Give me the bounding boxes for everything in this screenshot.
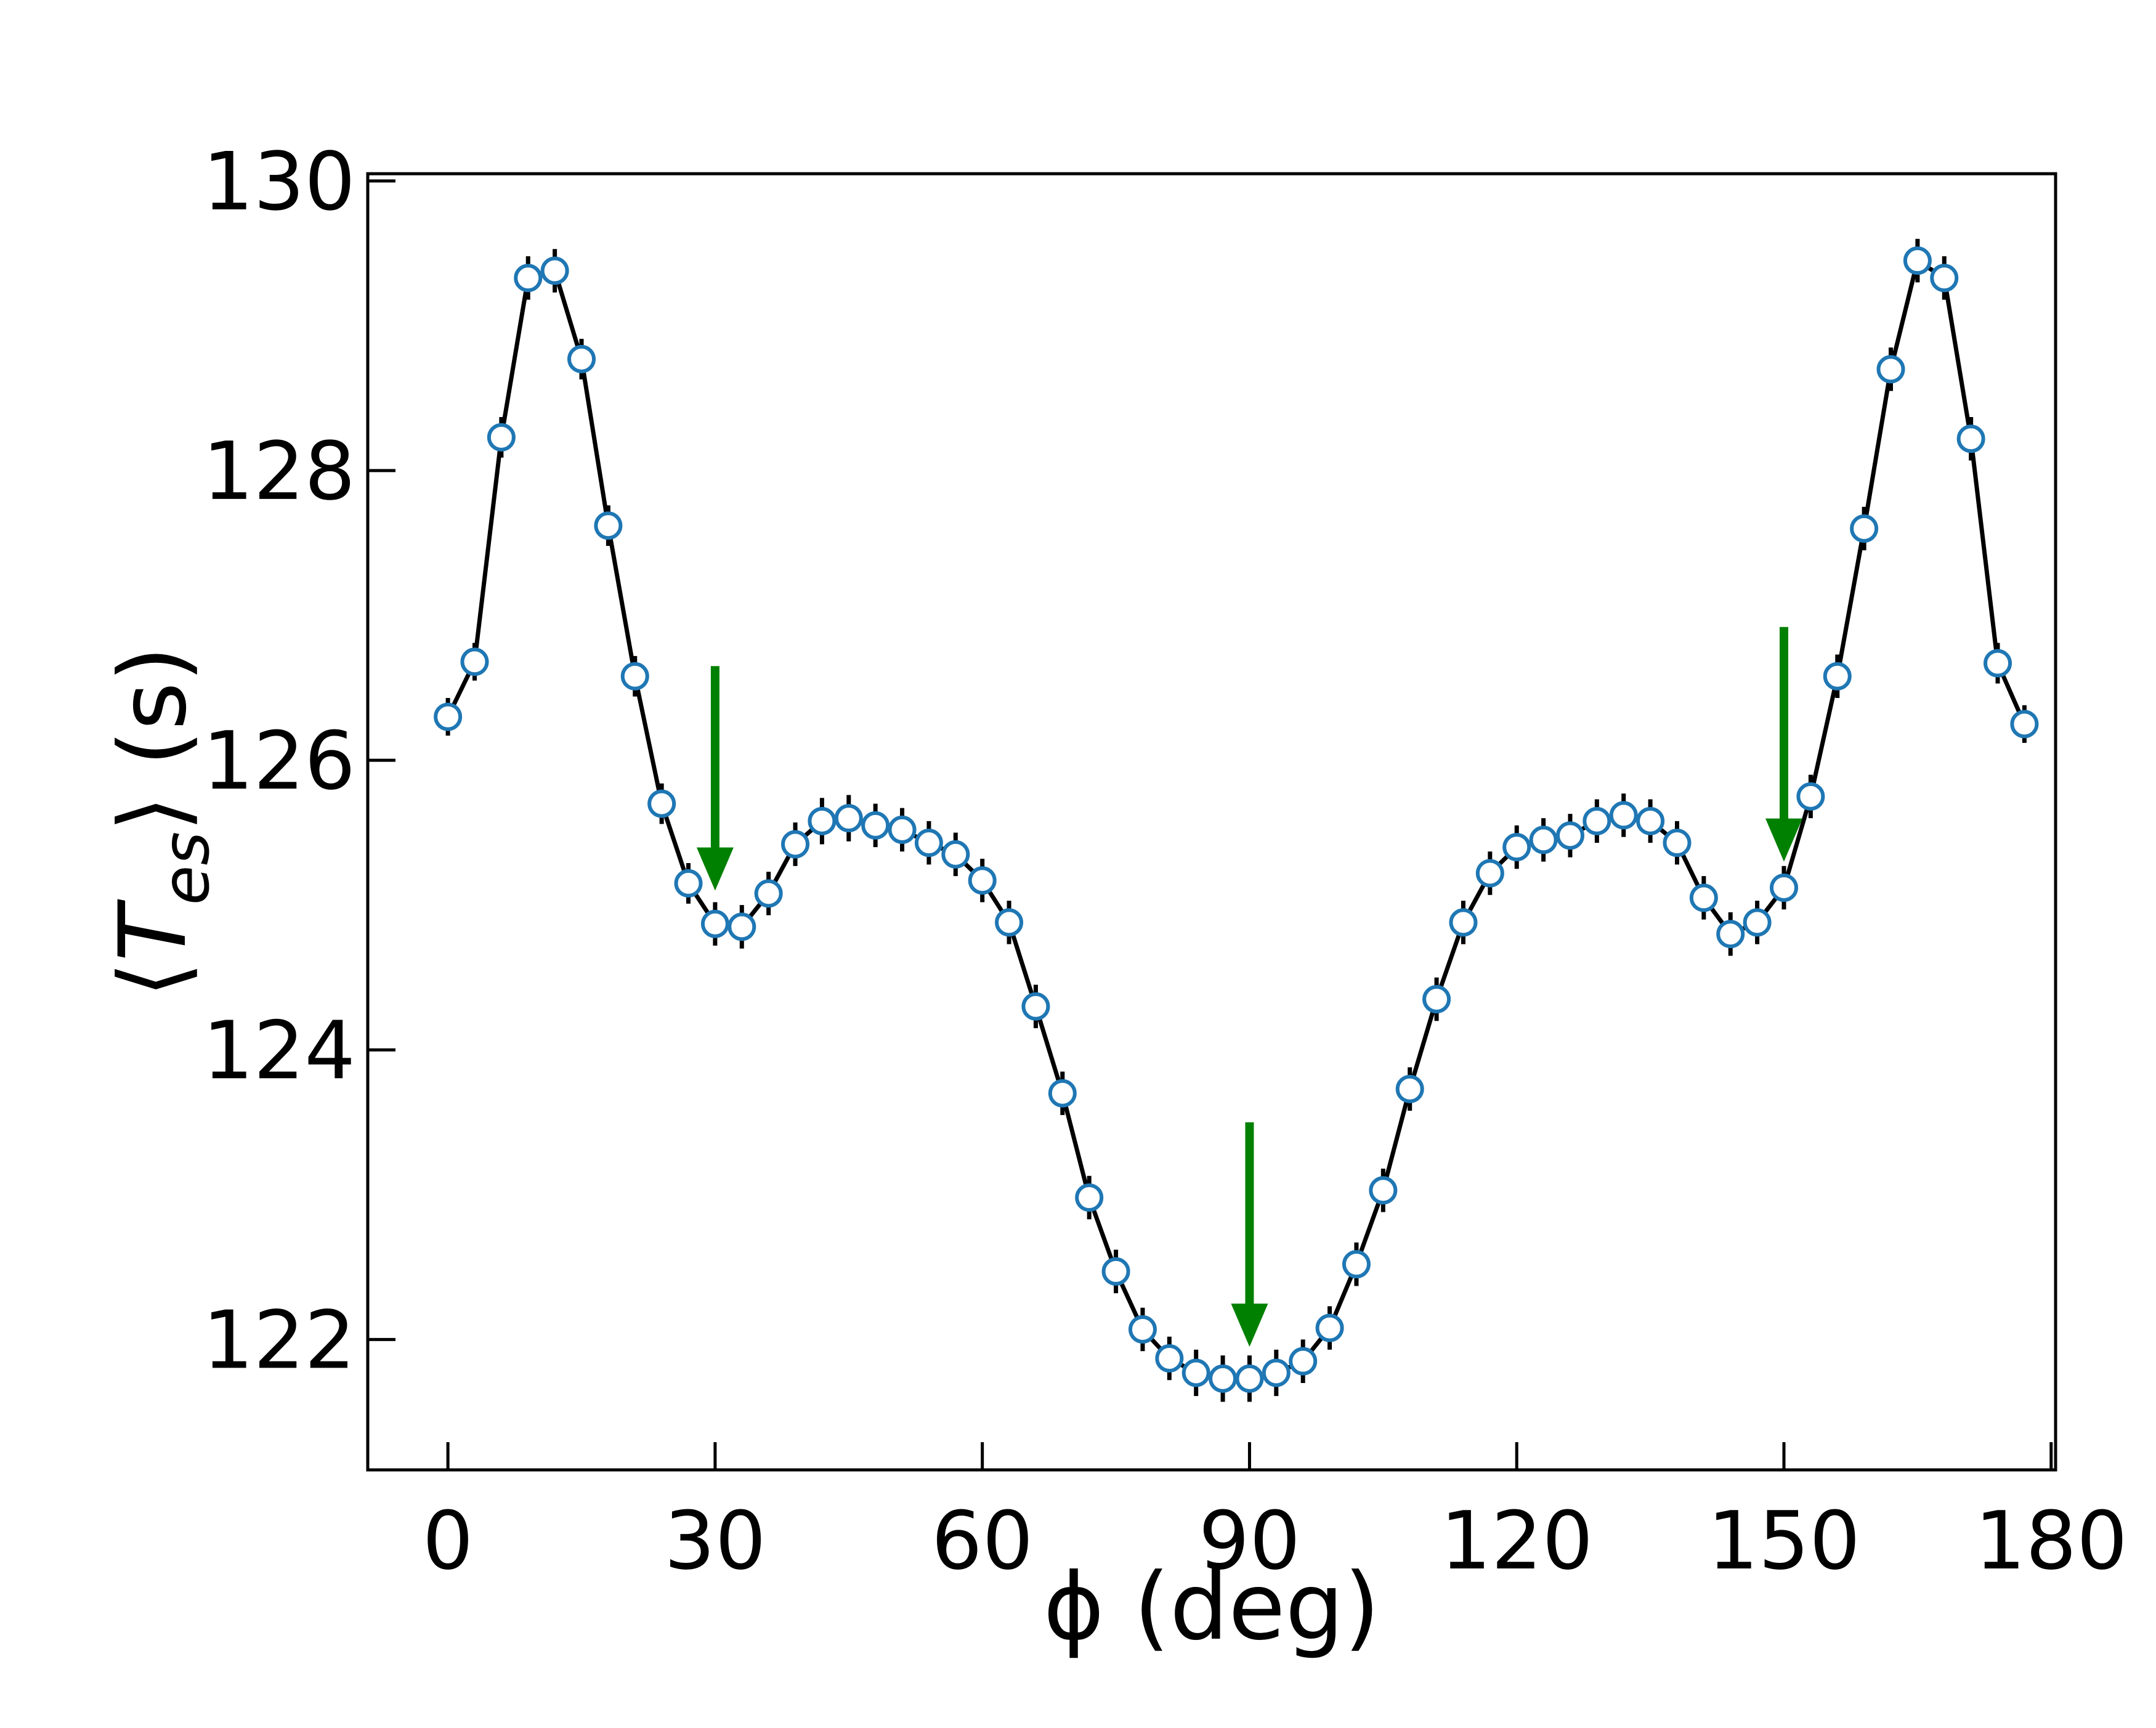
data-point (620, 662, 649, 691)
annotation-arrows (696, 627, 1802, 1347)
x-tick-label-150: 150 (1708, 1494, 1860, 1588)
y-label-open-bracket: ⟨ (100, 962, 207, 998)
data-point (540, 256, 569, 285)
data-point (995, 908, 1024, 937)
data-point (1502, 833, 1531, 862)
data-point (808, 806, 837, 835)
data-point (1984, 649, 2012, 678)
data-point (1796, 782, 1825, 811)
y-axis-ticks: 122 124 126 128 130 (203, 135, 395, 1387)
data-point (941, 840, 970, 869)
data-point (1583, 806, 1611, 835)
x-tick-label-60: 60 (931, 1494, 1033, 1588)
arrow-head (696, 847, 734, 891)
data-point (647, 789, 676, 818)
data-point (834, 804, 863, 833)
data-point (434, 702, 463, 731)
data-point (1876, 355, 1905, 384)
data-point (1021, 992, 1050, 1021)
x-tick-label-90: 90 (1199, 1494, 1300, 1588)
x-tick-label-120: 120 (1440, 1494, 1593, 1588)
data-point (460, 647, 489, 676)
data-point (1075, 1183, 1104, 1212)
data-point (1181, 1358, 1210, 1387)
data-point (487, 423, 516, 452)
data-point (1449, 908, 1478, 937)
data-point (1209, 1364, 1238, 1393)
y-tick-label-128: 128 (203, 424, 355, 518)
data-point (1823, 662, 1852, 691)
data-point (1609, 801, 1638, 830)
data-point (781, 830, 810, 859)
data-point (1422, 984, 1451, 1013)
x-tick-label-180: 180 (1975, 1494, 2128, 1588)
data-point (1235, 1364, 1264, 1393)
y-tick-label-124: 124 (203, 1004, 355, 1097)
data-point (700, 909, 729, 938)
data-point (727, 912, 756, 941)
data-point (1048, 1079, 1077, 1108)
y-label-unit: ⟩ (s) (100, 646, 207, 832)
data-point (1769, 873, 1798, 902)
data-point (914, 829, 943, 858)
data-point (1903, 246, 1932, 275)
data-point (594, 511, 623, 540)
data-point (1315, 1313, 1344, 1342)
data-point (1850, 514, 1879, 543)
data-point (2010, 710, 2039, 739)
data-point (1956, 424, 1985, 453)
data-points (434, 246, 2039, 1393)
data-point (754, 879, 783, 908)
data-point (1930, 264, 1959, 293)
data-point (1289, 1347, 1318, 1376)
data-point (1743, 908, 1772, 937)
data-point (1689, 883, 1718, 912)
y-label-subscript: es (148, 832, 224, 905)
data-point (968, 866, 997, 895)
y-tick-label-130: 130 (203, 135, 355, 229)
x-tick-label-0: 0 (423, 1494, 474, 1588)
data-point (1555, 821, 1584, 850)
arrow-head (1765, 818, 1802, 862)
data-point (1155, 1344, 1184, 1373)
data-point (1101, 1257, 1130, 1286)
data-point (1395, 1074, 1424, 1103)
data-point (1475, 859, 1504, 888)
data-point (1262, 1358, 1291, 1387)
y-tick-label-122: 122 (203, 1293, 355, 1387)
data-point (861, 811, 890, 840)
data-point (1529, 825, 1558, 854)
x-tick-label-30: 30 (664, 1494, 766, 1588)
y-axis-label: ⟨Tes⟩ (s) (100, 646, 224, 998)
data-point (1716, 920, 1745, 949)
data-point (1369, 1176, 1398, 1205)
data-point (1663, 829, 1692, 858)
data-point (674, 869, 703, 898)
y-tick-label-126: 126 (203, 714, 355, 808)
data-point (1128, 1315, 1157, 1344)
x-axis-ticks: 0 30 60 90 120 150 180 (423, 1442, 2128, 1588)
x-axis-label: ϕ (deg) (1044, 1554, 1380, 1661)
data-point (1342, 1250, 1371, 1279)
data-point (567, 344, 596, 373)
data-point (514, 264, 543, 293)
y-label-variable: T (100, 899, 207, 962)
plot-frame (366, 172, 2057, 1472)
data-point (888, 815, 917, 844)
data-point (1636, 806, 1665, 835)
arrow-head (1231, 1304, 1268, 1347)
